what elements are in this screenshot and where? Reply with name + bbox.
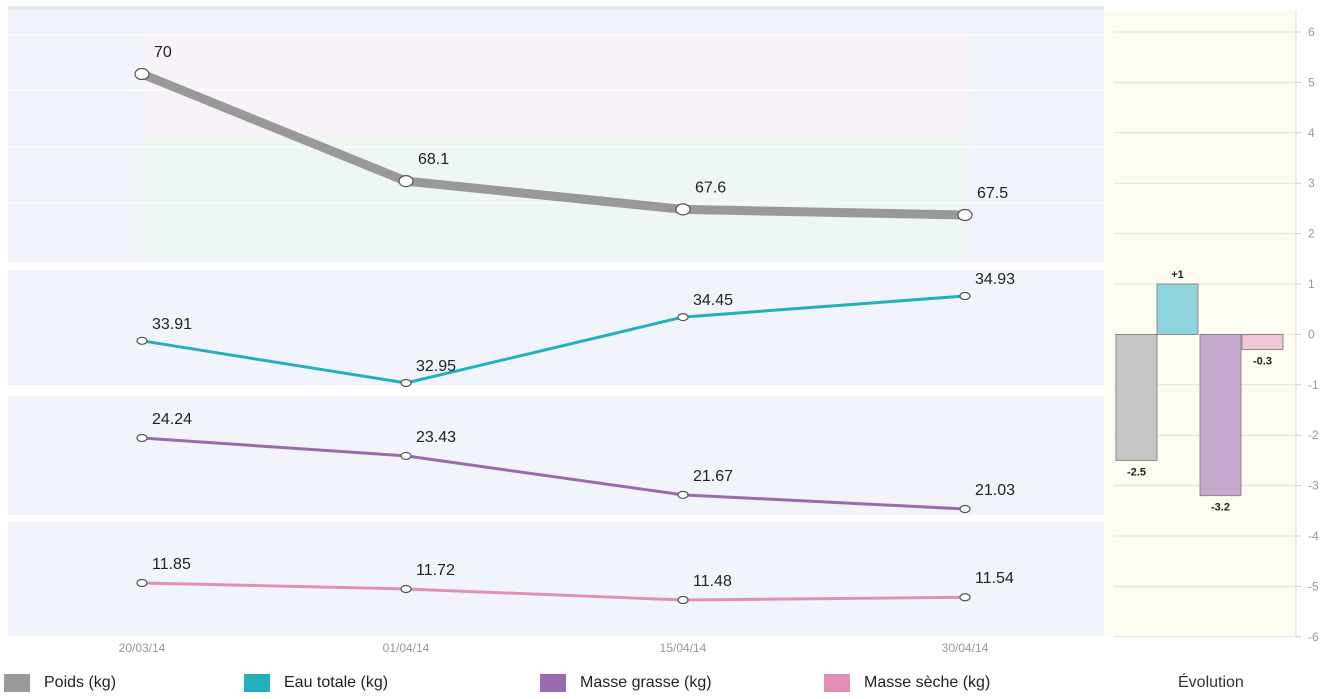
data-point-poids-4[interactable] <box>957 208 973 222</box>
evolution-bar-label-poids: -2.5 <box>1127 466 1146 478</box>
data-label-masse-grasse-2: 23.43 <box>416 429 456 446</box>
x-tick-label-1: 20/03/14 <box>119 641 166 655</box>
data-point-poids-1[interactable] <box>134 67 150 81</box>
evolution-y-tick-11: -4 <box>1308 529 1319 543</box>
data-point-masse-grasse-4[interactable] <box>959 504 971 514</box>
legend-label-masse-seche: Masse sèche (kg) <box>864 674 991 691</box>
data-point-poids-2[interactable] <box>398 175 414 188</box>
evolution-y-tick-12: -5 <box>1308 579 1319 593</box>
plot-top-border <box>8 6 1104 10</box>
series-points <box>134 67 973 605</box>
legend-swatch-poids <box>4 674 30 692</box>
legend-swatch-masse-grasse <box>540 674 566 692</box>
data-label-eau-totale-2: 32.95 <box>416 358 456 375</box>
data-label-poids-2: 68.1 <box>418 151 449 168</box>
data-label-masse-grasse-3: 21.67 <box>693 468 733 485</box>
evolution-bar-eau-totale[interactable] <box>1156 283 1199 335</box>
data-point-eau-totale-3[interactable] <box>677 312 689 322</box>
plot-band-4 <box>8 522 1104 636</box>
data-label-masse-s-che-1: 11.85 <box>152 556 191 573</box>
series-lines <box>137 69 970 602</box>
data-label-eau-totale-1: 33.91 <box>152 316 192 333</box>
data-label-poids-1: 70 <box>154 44 172 61</box>
data-point-masse-s-che-1[interactable] <box>136 578 148 588</box>
data-point-eau-totale-4[interactable] <box>959 291 971 301</box>
evolution-panel: 6 5 4 3 2 1 0 -1 -2 -3 -4 -5 -6 -2.5 +1 -3.2 -0.3 <box>1104 10 1319 644</box>
evolution-bar-label-eau-totale: +1 <box>1171 269 1184 281</box>
legend-item-masse-grasse[interactable]: Masse grasse (kg) <box>540 668 712 698</box>
data-label-masse-s-che-2: 11.72 <box>416 562 455 579</box>
evolution-bar-label-masse-grasse: -3.2 <box>1211 502 1230 514</box>
data-label-masse-s-che-4: 11.54 <box>975 570 1014 587</box>
evolution-y-tick-6: 1 <box>1308 277 1315 291</box>
series-line-eau-totale <box>140 294 967 385</box>
legend-swatch-eau-totale <box>244 674 270 692</box>
data-label-masse-s-che-3: 11.48 <box>693 573 732 590</box>
data-point-masse-grasse-2[interactable] <box>400 451 412 461</box>
legend-label-masse-grasse: Masse grasse (kg) <box>580 674 712 691</box>
data-labels: 70 68.1 67.6 67.5 33.91 32.95 34.45 34.93 24.24 2… <box>152 44 1015 590</box>
legend-item-poids[interactable]: Poids (kg) <box>4 668 116 698</box>
plot-band-2 <box>8 270 1104 385</box>
evolution-bar-poids[interactable] <box>1115 333 1158 461</box>
legend-swatch-masse-seche <box>824 674 850 692</box>
evolution-bar-masse-s-che[interactable] <box>1241 333 1284 350</box>
evolution-y-tick-2: 5 <box>1308 75 1315 89</box>
evolution-bar-masse-grasse[interactable] <box>1199 333 1242 497</box>
series-line-poids <box>137 69 970 220</box>
legend-label-eau-totale: Eau totale (kg) <box>284 674 389 691</box>
data-point-eau-totale-1[interactable] <box>136 336 148 345</box>
data-point-masse-s-che-2[interactable] <box>400 584 412 594</box>
evolution-background <box>1104 10 1296 636</box>
data-label-eau-totale-4: 34.93 <box>975 271 1015 288</box>
data-point-masse-grasse-1[interactable] <box>136 433 148 443</box>
evolution-y-tick-5: 2 <box>1308 227 1315 241</box>
evolution-y-tick-8: -1 <box>1308 378 1319 392</box>
evolution-y-tick-7: 0 <box>1308 327 1315 341</box>
evolution-y-tick-10: -3 <box>1308 479 1319 493</box>
data-label-eau-totale-3: 34.45 <box>693 292 733 309</box>
reference-zone-upper <box>142 30 965 138</box>
legend-label-poids: Poids (kg) <box>44 674 117 691</box>
evolution-y-tick-4: 3 <box>1308 176 1315 190</box>
legend-item-masse-seche[interactable]: Masse sèche (kg) <box>824 668 990 698</box>
evolution-y-tick-1: 6 <box>1308 25 1315 39</box>
data-point-masse-grasse-3[interactable] <box>677 490 689 499</box>
x-tick-label-2: 01/04/14 <box>383 641 430 655</box>
evolution-bar-label-masse-s-che: -0.3 <box>1253 356 1272 368</box>
x-tick-label-3: 15/04/14 <box>660 641 707 655</box>
data-label-poids-3: 67.6 <box>695 179 726 196</box>
x-axis-ticks: 20/03/14 01/04/14 15/04/14 30/04/14 <box>119 641 989 655</box>
legend: Poids (kg) Eau totale (kg) Masse grasse … <box>0 668 1338 698</box>
data-point-poids-3[interactable] <box>675 203 691 216</box>
evolution-title: Évolution <box>1178 674 1244 691</box>
plot-band-3 <box>8 396 1104 515</box>
x-tick-label-4: 30/04/14 <box>942 641 989 655</box>
evolution-y-tick-13: -6 <box>1308 630 1319 644</box>
data-label-poids-4: 67.5 <box>977 185 1008 202</box>
legend-item-eau-totale[interactable]: Eau totale (kg) <box>244 668 388 698</box>
data-point-eau-totale-2[interactable] <box>400 378 412 388</box>
data-point-masse-s-che-4[interactable] <box>959 593 971 602</box>
plot-background <box>8 6 1104 636</box>
evolution-y-tick-3: 4 <box>1308 126 1315 140</box>
data-point-masse-s-che-3[interactable] <box>677 595 689 605</box>
data-label-masse-grasse-4: 21.03 <box>975 482 1015 499</box>
series-line-masse-s-che <box>140 581 967 602</box>
evolution-y-tick-9: -2 <box>1308 428 1319 442</box>
data-label-masse-grasse-1: 24.24 <box>152 411 192 428</box>
series-line-masse-grasse <box>140 436 967 511</box>
